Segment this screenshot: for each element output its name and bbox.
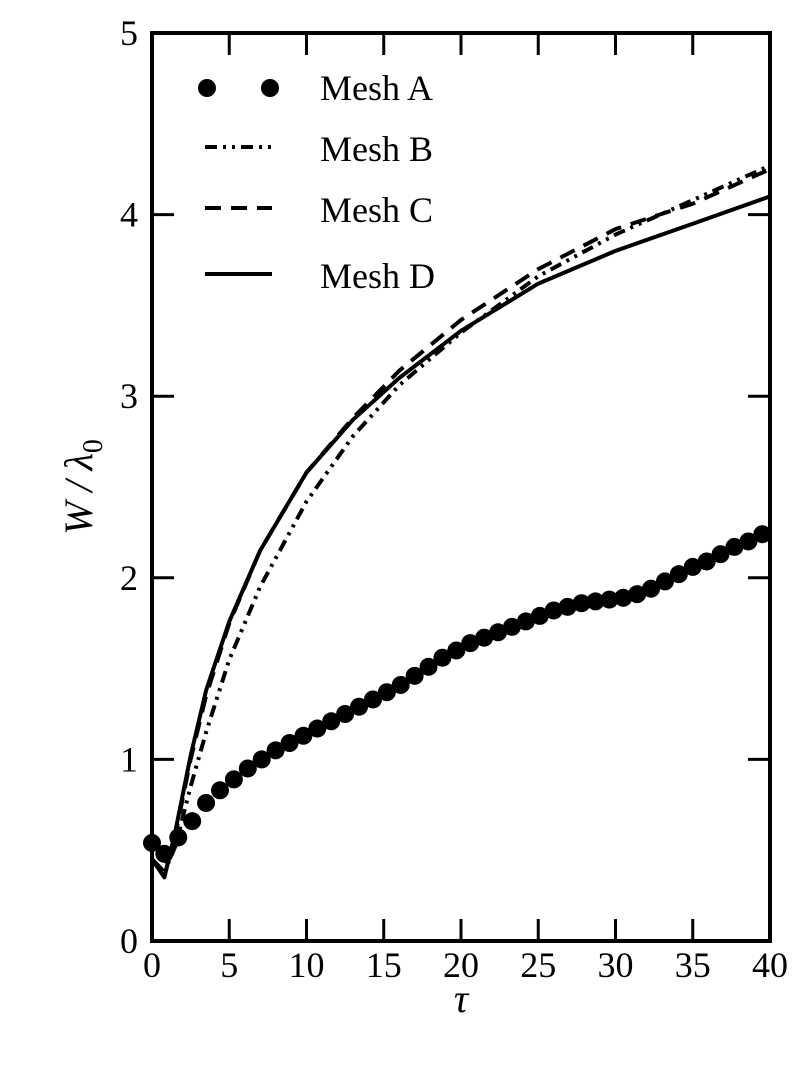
data-point (419, 657, 438, 676)
data-point (475, 628, 494, 647)
data-point (336, 705, 355, 723)
data-point (586, 592, 605, 611)
data-point (669, 565, 688, 584)
data-point (308, 719, 327, 738)
data-point (614, 588, 633, 607)
y-tick-label: 5 (120, 13, 138, 53)
data-point (183, 812, 202, 831)
data-point (544, 601, 563, 620)
y-axis-label-sub: 0 (78, 439, 109, 453)
data-point (642, 579, 661, 598)
x-tick-label: 10 (289, 945, 325, 985)
data-point (725, 537, 744, 556)
data-point (280, 734, 299, 753)
data-point (266, 741, 285, 760)
x-tick-label: 40 (752, 945, 788, 985)
y-tick-label: 0 (120, 921, 138, 961)
series-layer (143, 163, 772, 880)
data-point (739, 532, 758, 551)
data-point (210, 781, 229, 800)
legend-item-mesh-c: Mesh C (205, 190, 433, 230)
x-tick-label: 15 (366, 945, 402, 985)
data-point (489, 623, 508, 642)
data-point (461, 634, 480, 653)
x-tick-label: 25 (520, 945, 556, 985)
data-point (405, 666, 424, 685)
legend-item-mesh-b: Mesh B (205, 129, 433, 169)
data-point (697, 552, 716, 571)
data-point (294, 726, 313, 745)
legend-marker (261, 79, 279, 97)
axis-tick-labels: 0 5 10 15 20 25 30 35 40 0 1 2 3 4 5 (120, 13, 788, 985)
x-tick-label: 5 (220, 945, 238, 985)
data-point (558, 597, 577, 616)
legend-item-mesh-a: Mesh A (198, 68, 433, 108)
legend-label: Mesh B (320, 129, 433, 169)
series-mesh-a (143, 525, 772, 863)
data-point (516, 612, 535, 631)
x-tick-label: 20 (443, 945, 479, 985)
legend-marker (198, 79, 216, 97)
data-point (238, 759, 257, 778)
data-point (363, 690, 382, 709)
data-point (753, 525, 772, 544)
legend: Mesh A Mesh B Mesh C Mesh D (198, 68, 435, 296)
data-point (433, 648, 452, 667)
data-point (197, 793, 216, 812)
data-point (530, 606, 549, 625)
data-point (224, 770, 243, 789)
data-point (502, 617, 521, 636)
data-point (377, 683, 396, 702)
data-point (655, 572, 674, 591)
y-axis-label: W / λ0 (56, 439, 109, 535)
data-point (350, 697, 369, 716)
y-tick-label: 2 (120, 558, 138, 598)
y-tick-label: 3 (120, 376, 138, 416)
y-tick-label: 1 (120, 739, 138, 779)
plot-frame (150, 31, 772, 943)
y-axis-label-main: W / λ (56, 453, 101, 535)
data-point (600, 590, 619, 609)
x-tick-label: 35 (675, 945, 711, 985)
data-point (711, 545, 730, 564)
data-point (572, 594, 591, 613)
data-point (252, 750, 271, 769)
data-point (628, 585, 647, 604)
legend-label: Mesh A (320, 68, 433, 108)
legend-label: Mesh C (320, 190, 433, 230)
legend-label: Mesh D (320, 256, 435, 296)
data-point (322, 712, 341, 731)
y-tick-label: 4 (120, 195, 138, 235)
axis-ticks (150, 31, 772, 943)
legend-item-mesh-d: Mesh D (205, 256, 435, 296)
data-point (447, 641, 466, 660)
x-tick-label: 30 (598, 945, 634, 985)
data-point (391, 675, 410, 694)
data-point (683, 557, 702, 576)
series-mesh-d-line (150, 194, 771, 880)
x-axis-label: τ (454, 976, 470, 1021)
x-tick-label: 0 (143, 945, 161, 985)
series-mesh-b-line (150, 163, 771, 874)
